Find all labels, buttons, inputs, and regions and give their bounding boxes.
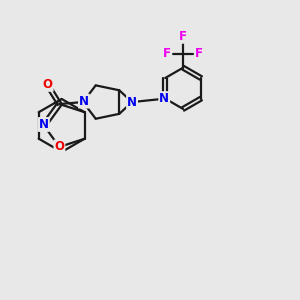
Text: N: N [127,96,137,109]
Text: N: N [79,94,89,108]
Text: N: N [39,118,49,131]
Text: O: O [43,78,52,91]
Text: F: F [163,47,171,61]
Text: N: N [159,92,169,105]
Text: F: F [195,47,203,61]
Text: O: O [54,140,64,153]
Text: F: F [179,30,187,43]
